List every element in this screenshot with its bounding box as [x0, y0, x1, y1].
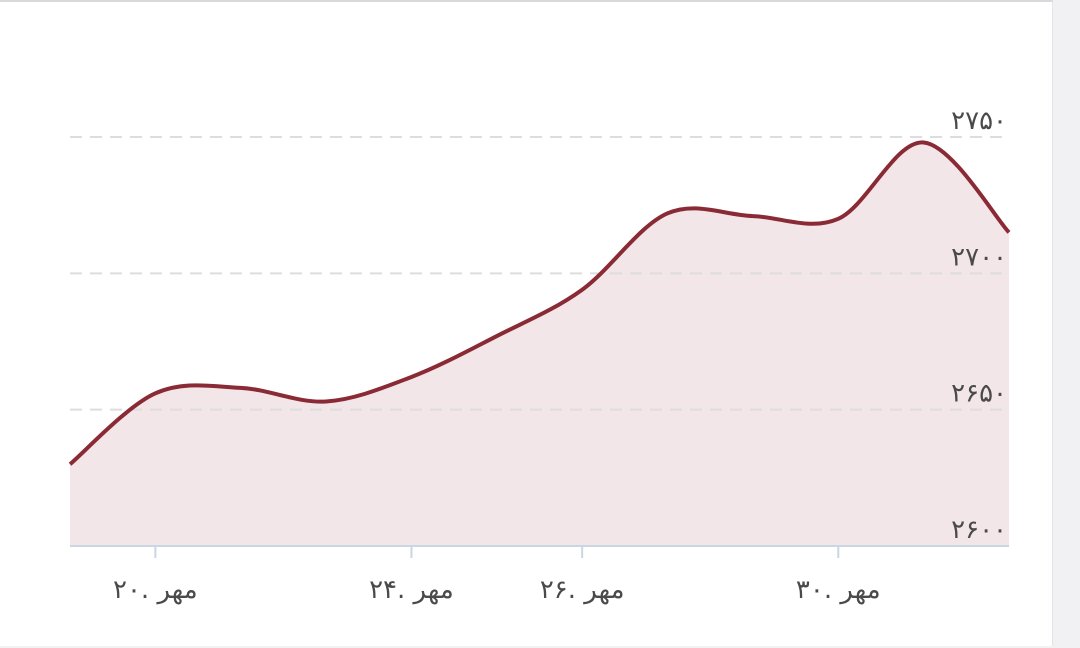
- y-tick-label: ۲۷۰۰: [951, 242, 1007, 272]
- y-tick-label: ۲۷۵۰: [951, 106, 1007, 136]
- x-tick-label: ۲۶. مهر: [540, 575, 625, 605]
- x-tick-label: ۲۴. مهر: [369, 575, 454, 605]
- y-tick-label: ۲۶۵۰: [951, 379, 1007, 409]
- y-tick-label: ۲۶۰۰: [951, 515, 1007, 545]
- area: [70, 142, 1009, 546]
- x-tick-label: ۲۰. مهر: [113, 575, 198, 605]
- chart-card: ۲۶۰۰ ۲۶۵۰ ۲۷۰۰ ۲۷۵۰ ۲۰. مهر ۲۴. مهر ۲۶. مهر ۳۰.…: [0, 0, 1053, 646]
- line: [68, 140, 1011, 466]
- x-tick-label: ۳۰. مهر: [796, 575, 881, 605]
- chart: ۲۶۰۰ ۲۶۵۰ ۲۷۰۰ ۲۷۵۰ ۲۰. مهر ۲۴. مهر ۲۶. مهر ۳۰.…: [68, 106, 1011, 605]
